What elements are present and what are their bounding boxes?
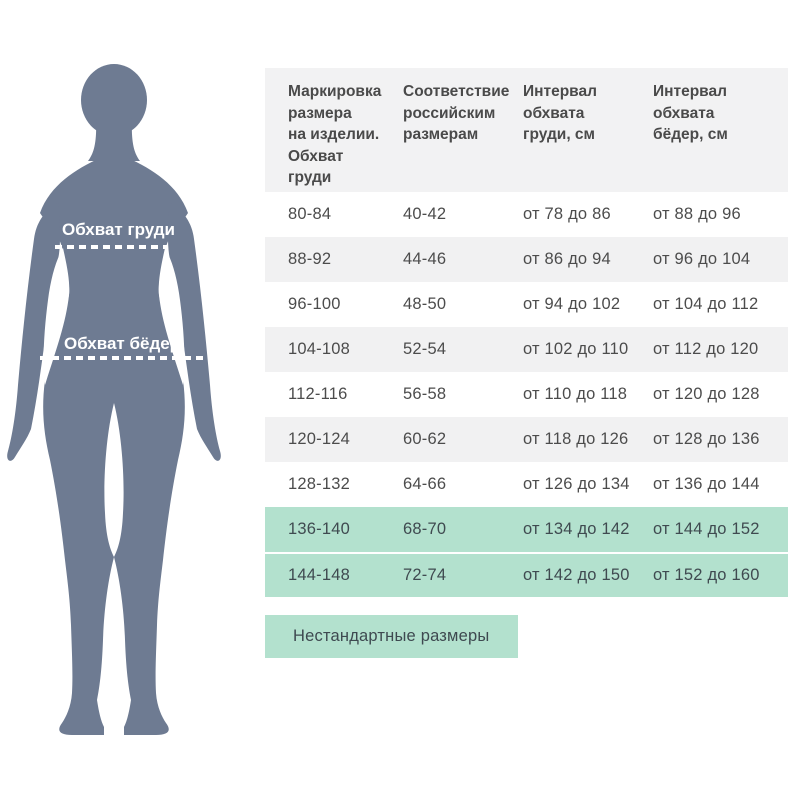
table-cell: от 78 до 86 xyxy=(523,205,611,223)
table-cell: 120-124 xyxy=(288,430,350,448)
table-cell: 40-42 xyxy=(403,205,447,223)
table-cell: от 96 до 104 xyxy=(653,250,751,268)
header-col-hips-interval: Интервал обхвата бёдер, см xyxy=(653,83,728,143)
chest-measure-label: Обхват груди xyxy=(62,220,175,239)
table-cell: 56-58 xyxy=(403,385,447,403)
size-table-header-row: Маркировка размера на изделии. Обхват гр… xyxy=(265,68,788,192)
table-cell: от 136 до 144 xyxy=(653,475,760,493)
header-col-marking: Маркировка размера на изделии. Обхват гр… xyxy=(288,83,382,186)
table-cell: от 152 до 160 xyxy=(653,566,760,584)
table-cell: от 94 до 102 xyxy=(523,295,621,313)
table-cell: от 86 до 94 xyxy=(523,250,611,268)
table-row: 80-84 40-42 от 78 до 86 от 88 до 96 xyxy=(265,192,788,237)
table-row: 96-100 48-50 от 94 до 102 от 104 до 112 xyxy=(265,282,788,327)
table-cell: 60-62 xyxy=(403,430,447,448)
legend-label: Нестандартные размеры xyxy=(293,627,490,645)
hips-measure-label: Обхват бёдер xyxy=(64,334,181,353)
table-row: 112-116 56-58 от 110 до 118 от 120 до 128 xyxy=(265,372,788,417)
table-cell: 112-116 xyxy=(288,385,348,403)
table-cell: от 126 до 134 xyxy=(523,475,630,493)
table-cell: от 110 до 118 xyxy=(523,385,628,403)
size-table: Маркировка размера на изделии. Обхват гр… xyxy=(265,68,788,597)
table-cell: 64-66 xyxy=(403,475,447,493)
table-cell: 68-70 xyxy=(403,520,447,538)
table-row: 128-132 64-66 от 126 до 134 от 136 до 144 xyxy=(265,462,788,507)
table-row: 120-124 60-62 от 118 до 126 от 128 до 136 xyxy=(265,417,788,462)
table-cell: от 102 до 110 xyxy=(523,340,629,358)
table-cell: 104-108 xyxy=(288,340,350,358)
header-col-russian-size: Соответствие российским размерам xyxy=(403,83,510,143)
table-cell: 44-46 xyxy=(403,250,447,268)
table-cell: 128-132 xyxy=(288,475,350,493)
female-silhouette xyxy=(7,64,221,745)
table-cell: 96-100 xyxy=(288,295,341,313)
table-cell: 136-140 xyxy=(288,520,350,538)
nonstandard-sizes-legend: Нестандартные размеры xyxy=(265,615,518,658)
table-cell: от 112 до 120 xyxy=(653,340,759,358)
table-cell: от 144 до 152 xyxy=(653,520,760,538)
table-cell: от 128 до 136 xyxy=(653,430,760,448)
table-cell: 52-54 xyxy=(403,340,447,358)
female-silhouette-figure: Обхват груди Обхват бёдер xyxy=(0,55,240,755)
table-cell: 48-50 xyxy=(403,295,447,313)
table-cell: от 88 до 96 xyxy=(653,205,741,223)
table-cell: 88-92 xyxy=(288,250,332,268)
table-cell: от 118 до 126 xyxy=(523,430,629,448)
table-row: 104-108 52-54 от 102 до 110 от 112 до 120 xyxy=(265,327,788,372)
header-col-chest-interval: Интервал обхвата груди, см xyxy=(523,83,597,143)
table-row: 88-92 44-46 от 86 до 94 от 96 до 104 xyxy=(265,237,788,282)
table-row: 144-148 72-74 от 142 до 150 от 152 до 160 xyxy=(265,552,788,597)
table-row: 136-140 68-70 от 134 до 142 от 144 до 152 xyxy=(265,507,788,552)
table-cell: от 142 до 150 xyxy=(523,566,630,584)
table-cell: 144-148 xyxy=(288,566,350,584)
table-cell: 72-74 xyxy=(403,566,447,584)
table-cell: 80-84 xyxy=(288,205,332,223)
table-cell: от 134 до 142 xyxy=(523,520,630,538)
table-cell: от 104 до 112 xyxy=(653,295,759,313)
size-table-body: 80-84 40-42 от 78 до 86 от 88 до 96 88-92 44-… xyxy=(265,192,788,597)
table-cell: от 120 до 128 xyxy=(653,385,760,403)
